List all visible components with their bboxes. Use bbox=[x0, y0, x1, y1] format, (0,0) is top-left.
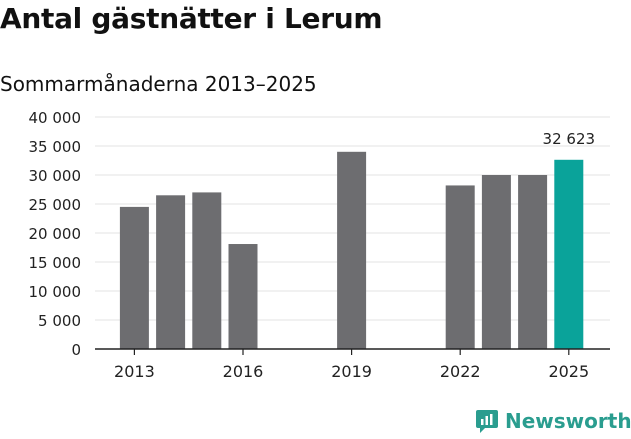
y-tick-label: 0 bbox=[71, 341, 81, 359]
x-tick-label: 2022 bbox=[440, 362, 481, 381]
y-tick-label: 20 000 bbox=[29, 225, 82, 243]
y-tick-label: 5 000 bbox=[38, 312, 81, 330]
bar-2024 bbox=[518, 175, 548, 349]
x-tick-label: 2019 bbox=[331, 362, 372, 381]
bar-2019 bbox=[337, 151, 367, 349]
bar-2022 bbox=[445, 185, 475, 349]
bar-2023 bbox=[481, 175, 511, 349]
y-tick-label: 40 000 bbox=[29, 109, 82, 127]
y-tick-label: 25 000 bbox=[29, 196, 82, 214]
data-label: 32 623 bbox=[543, 130, 596, 148]
bar-2014 bbox=[156, 195, 186, 349]
chart-title: Antal gästnätter i Lerum bbox=[0, 2, 383, 35]
bar-2013 bbox=[119, 206, 149, 349]
x-tick-label: 2025 bbox=[548, 362, 589, 381]
chart-logo-icon bbox=[476, 410, 498, 433]
x-tick-label: 2013 bbox=[114, 362, 155, 381]
y-tick-label: 10 000 bbox=[29, 283, 82, 301]
y-tick-label: 15 000 bbox=[29, 254, 82, 272]
newsworthy-logo: Newsworthy bbox=[475, 408, 631, 434]
x-tick-label: 2016 bbox=[223, 362, 264, 381]
bar-2016 bbox=[228, 244, 258, 349]
y-tick-label: 30 000 bbox=[29, 167, 82, 185]
chart-subtitle: Sommarmånaderna 2013–2025 bbox=[0, 72, 317, 96]
y-tick-label: 35 000 bbox=[29, 138, 82, 156]
bar-2025 bbox=[554, 159, 584, 349]
brand-name: Newsworthy bbox=[505, 409, 631, 433]
bar-2015 bbox=[192, 192, 222, 349]
